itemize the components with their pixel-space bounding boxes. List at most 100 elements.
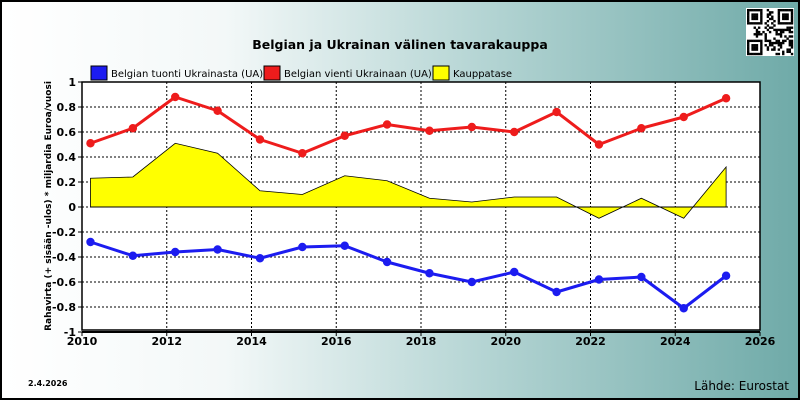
qr-module: [757, 9, 761, 12]
legend-swatch-balance: [432, 65, 450, 81]
data-point-0: [340, 241, 349, 250]
qr-module: [786, 48, 789, 51]
qr-module: [747, 9, 750, 12]
qr-module: [755, 35, 759, 38]
qr-module: [784, 13, 787, 16]
qr-module: [775, 39, 778, 43]
qr-module: [768, 44, 772, 47]
qr-module: [775, 41, 778, 45]
qr-module: [764, 39, 767, 43]
qr-module: [755, 52, 759, 56]
data-point-1: [510, 127, 519, 137]
qr-module: [760, 11, 763, 14]
legend-label-import: Belgian tuonti Ukrainasta (UA): [111, 69, 263, 80]
qr-module: [760, 48, 763, 51]
qr-module: [764, 37, 767, 40]
qr-module: [790, 39, 794, 43]
qr-module: [755, 48, 759, 51]
qr-module: [771, 11, 774, 14]
qr-module: [779, 44, 783, 47]
data-point-0: [594, 275, 604, 284]
qr-module: [784, 17, 787, 21]
qr-module: [777, 39, 781, 43]
data-point-1: [382, 120, 392, 129]
data-point-0: [298, 242, 307, 252]
qr-module: [784, 22, 787, 25]
qr-module: [786, 26, 789, 29]
qr-module: [777, 41, 781, 45]
qr-module: [747, 19, 750, 23]
data-point-1: [721, 94, 731, 103]
data-point-0: [171, 247, 180, 257]
qr-module: [788, 44, 792, 47]
data-point-1: [552, 107, 561, 117]
qr-module: [760, 17, 763, 21]
legend-label-export: Belgian vienti Ukrainaan (UA): [284, 69, 432, 80]
qr-module: [764, 44, 767, 47]
qr-module: [751, 52, 754, 56]
qr-module: [788, 26, 792, 29]
qr-module: [766, 13, 770, 16]
qr-module: [760, 46, 763, 49]
qr-module: [771, 26, 774, 29]
qr-module: [782, 41, 785, 45]
qr-module: [757, 33, 761, 36]
qr-module: [766, 15, 770, 18]
data-point-1: [679, 112, 688, 122]
qr-module: [777, 48, 781, 51]
qr-module: [773, 46, 776, 49]
qr-module: [779, 33, 783, 36]
qr-module: [751, 48, 754, 51]
qr-module: [768, 26, 772, 29]
qr-module: [760, 22, 763, 25]
qr-module: [747, 44, 750, 47]
y-tick-label: 0.2: [57, 176, 77, 189]
qr-module: [760, 19, 763, 23]
qr-module: [768, 30, 772, 34]
data-point-1: [340, 131, 349, 140]
y-tick-label: 0.6: [57, 126, 77, 139]
qr-module: [753, 22, 756, 25]
qr-module: [777, 19, 781, 23]
balance-area-layer: [90, 142, 727, 219]
legend-label-balance: Kauppatase: [453, 69, 512, 80]
y-tick-label: 0: [68, 201, 76, 214]
qr-module: [773, 28, 776, 32]
qr-module: [747, 50, 750, 54]
qr-module: [747, 11, 750, 14]
qr-module: [790, 41, 794, 45]
qr-module: [762, 30, 765, 34]
qr-module: [773, 37, 776, 40]
y-tick-label: -0.4: [52, 251, 76, 264]
data-point-1: [171, 92, 180, 102]
qr-module: [777, 52, 781, 56]
x-tick-label: 2020: [490, 335, 521, 348]
qr-module: [777, 13, 781, 16]
y-tick-label: -0.6: [52, 276, 76, 289]
y-axis-ticks: 1 0.8 0.6 0.4 0.2 0 -0.2 -0.4 -0.6 -0.8 -1: [52, 76, 82, 339]
qr-module: [771, 41, 774, 45]
qr-module: [747, 41, 750, 45]
qr-module: [753, 26, 756, 29]
qr-module: [779, 30, 783, 34]
qr-module: [753, 52, 756, 56]
qr-module: [784, 39, 787, 43]
data-point-1: [86, 139, 95, 148]
x-tick-label: 2016: [321, 335, 352, 348]
qr-module: [757, 22, 761, 25]
qr-module: [751, 44, 754, 47]
qr-module: [777, 28, 781, 32]
qr-code-icon[interactable]: [746, 8, 794, 56]
data-point-0: [552, 287, 561, 297]
data-point-1: [637, 124, 646, 133]
data-point-0: [128, 251, 138, 260]
qr-module: [779, 35, 783, 38]
qr-module: [757, 26, 761, 29]
qr-module: [773, 19, 776, 23]
qr-module: [771, 17, 774, 21]
qr-module: [777, 15, 781, 18]
qr-module: [755, 44, 759, 47]
qr-module: [771, 48, 774, 51]
data-point-0: [425, 269, 434, 278]
